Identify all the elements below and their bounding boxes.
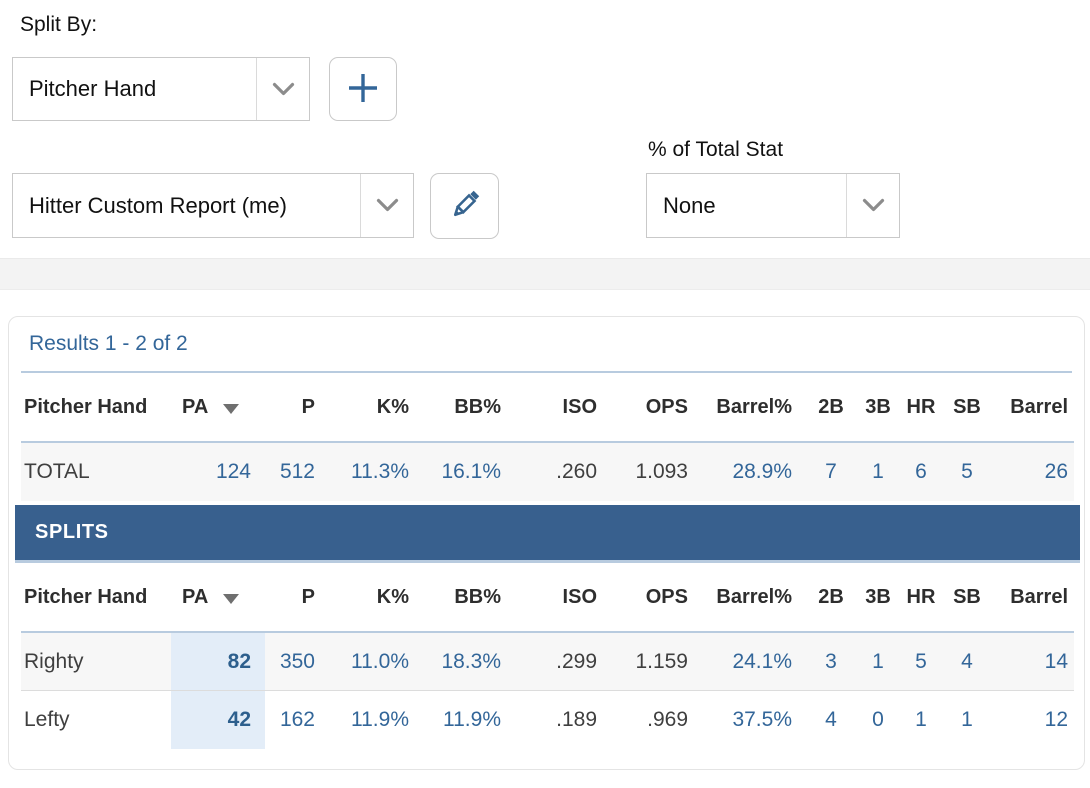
col-header-hr[interactable]: HR bbox=[906, 585, 936, 608]
cell-k-pct: 11.0% bbox=[351, 649, 409, 673]
report-selected-value: Hitter Custom Report (me) bbox=[29, 192, 287, 218]
cell-name: Righty bbox=[24, 649, 84, 673]
col-header-3b[interactable]: 3B bbox=[865, 585, 891, 608]
col-header-sb[interactable]: SB bbox=[953, 585, 981, 608]
col-header-barrel-pct[interactable]: Barrel% bbox=[716, 585, 792, 608]
cell-pa: 82 bbox=[171, 633, 265, 690]
cell-hr: 5 bbox=[915, 649, 927, 673]
cell-pa: 124 bbox=[215, 460, 251, 483]
cell-p: 350 bbox=[279, 649, 315, 673]
col-header-k-pct[interactable]: K% bbox=[376, 395, 409, 418]
col-header-2b[interactable]: 2B bbox=[818, 395, 844, 418]
table-row-lefty: Lefty 42 162 11.9% 11.9% .189 .969 37.5%… bbox=[21, 691, 1074, 749]
col-header-iso[interactable]: ISO bbox=[562, 585, 597, 608]
cell-hr: 1 bbox=[915, 708, 927, 731]
split-by-select[interactable]: Pitcher Hand bbox=[12, 57, 310, 121]
pct-of-total-stat-select[interactable]: None bbox=[646, 173, 900, 238]
cell-iso: .260 bbox=[556, 460, 597, 483]
cell-barrel: 12 bbox=[1044, 708, 1068, 731]
cell-barrel-pct: 37.5% bbox=[732, 708, 792, 731]
cell-p: 162 bbox=[279, 708, 315, 731]
cell-iso: .299 bbox=[556, 649, 597, 673]
col-header-ops[interactable]: OPS bbox=[645, 585, 688, 608]
col-header-p[interactable]: P bbox=[301, 585, 315, 608]
col-header-bb-pct[interactable]: BB% bbox=[454, 585, 501, 608]
cell-sb: 1 bbox=[961, 708, 973, 731]
table-header-row: Pitcher Hand PA P K% BB% ISO OPS Barrel%… bbox=[21, 373, 1074, 443]
col-header-k-pct[interactable]: K% bbox=[376, 585, 409, 608]
cell-2b: 7 bbox=[825, 460, 837, 483]
col-header-pa[interactable]: PA bbox=[171, 563, 265, 631]
cell-barrel-pct: 28.9% bbox=[732, 460, 792, 483]
col-header-barrel-pct[interactable]: Barrel% bbox=[716, 395, 792, 418]
cell-3b: 0 bbox=[872, 708, 884, 731]
col-header-pitcher-hand[interactable]: Pitcher Hand bbox=[24, 585, 148, 608]
col-header-pa-label: PA bbox=[182, 395, 209, 418]
col-header-barrel[interactable]: Barrel bbox=[1010, 395, 1068, 418]
cell-sb: 5 bbox=[961, 460, 973, 483]
col-header-sb[interactable]: SB bbox=[953, 395, 981, 418]
table-row-total: TOTAL 124 512 11.3% 16.1% .260 1.093 28.… bbox=[21, 443, 1074, 501]
cell-iso: .189 bbox=[556, 708, 597, 731]
col-header-pitcher-hand[interactable]: Pitcher Hand bbox=[24, 395, 148, 418]
cell-barrel: 26 bbox=[1044, 460, 1068, 483]
cell-name: TOTAL bbox=[24, 460, 90, 483]
cell-bb-pct: 11.9% bbox=[443, 708, 501, 731]
report-select[interactable]: Hitter Custom Report (me) bbox=[12, 173, 414, 238]
results-card: Results 1 - 2 of 2 Pitcher Hand PA P K% … bbox=[8, 316, 1085, 770]
table-row-righty: Righty 82 350 11.0% 18.3% .299 1.159 24.… bbox=[21, 633, 1074, 691]
cell-barrel: 14 bbox=[1044, 649, 1068, 673]
splits-section-header: SPLITS bbox=[15, 505, 1080, 563]
sort-desc-icon bbox=[223, 403, 240, 414]
col-header-hr[interactable]: HR bbox=[906, 395, 936, 418]
split-by-selected-value: Pitcher Hand bbox=[29, 76, 157, 101]
cell-k-pct: 11.9% bbox=[351, 708, 409, 731]
cell-3b: 1 bbox=[872, 460, 884, 483]
add-split-button[interactable] bbox=[329, 57, 397, 121]
split-by-label: Split By: bbox=[20, 13, 98, 36]
cell-barrel-pct: 24.1% bbox=[732, 649, 792, 673]
pct-of-total-stat-value: None bbox=[663, 192, 716, 218]
results-summary: Results 1 - 2 of 2 bbox=[21, 317, 1072, 373]
cell-name: Lefty bbox=[24, 708, 70, 731]
col-header-iso[interactable]: ISO bbox=[562, 395, 597, 418]
sort-desc-icon bbox=[223, 593, 240, 604]
cell-pa: 42 bbox=[171, 691, 265, 749]
cell-ops: 1.159 bbox=[635, 649, 688, 673]
pct-of-total-stat-label: % of Total Stat bbox=[648, 138, 784, 161]
edit-report-button[interactable] bbox=[430, 173, 499, 239]
cell-hr: 6 bbox=[915, 460, 927, 483]
cell-2b: 4 bbox=[825, 708, 837, 731]
col-header-2b[interactable]: 2B bbox=[818, 585, 844, 608]
col-header-pa-label: PA bbox=[182, 585, 209, 608]
cell-k-pct: 11.3% bbox=[351, 460, 409, 483]
cell-p: 512 bbox=[279, 460, 315, 483]
section-divider-band bbox=[0, 258, 1090, 290]
table-header-row: Pitcher Hand PA P K% BB% ISO OPS Barrel%… bbox=[21, 563, 1074, 633]
chevron-down-icon bbox=[360, 174, 413, 237]
col-header-3b[interactable]: 3B bbox=[865, 395, 891, 418]
plus-icon bbox=[346, 71, 380, 108]
cell-2b: 3 bbox=[825, 649, 837, 673]
col-header-p[interactable]: P bbox=[301, 395, 315, 418]
splits-table: Pitcher Hand PA P K% BB% ISO OPS Barrel%… bbox=[15, 373, 1080, 749]
chevron-down-icon bbox=[256, 58, 309, 120]
cell-ops: 1.093 bbox=[635, 460, 688, 483]
cell-bb-pct: 16.1% bbox=[441, 460, 501, 483]
cell-bb-pct: 18.3% bbox=[441, 649, 501, 673]
cell-sb: 4 bbox=[961, 649, 973, 673]
pencil-icon bbox=[447, 187, 483, 226]
cell-3b: 1 bbox=[872, 649, 884, 673]
col-header-barrel[interactable]: Barrel bbox=[1010, 585, 1068, 608]
col-header-bb-pct[interactable]: BB% bbox=[454, 395, 501, 418]
col-header-pa[interactable]: PA bbox=[171, 373, 265, 441]
col-header-ops[interactable]: OPS bbox=[645, 395, 688, 418]
cell-ops: .969 bbox=[647, 708, 688, 731]
chevron-down-icon bbox=[846, 174, 899, 237]
